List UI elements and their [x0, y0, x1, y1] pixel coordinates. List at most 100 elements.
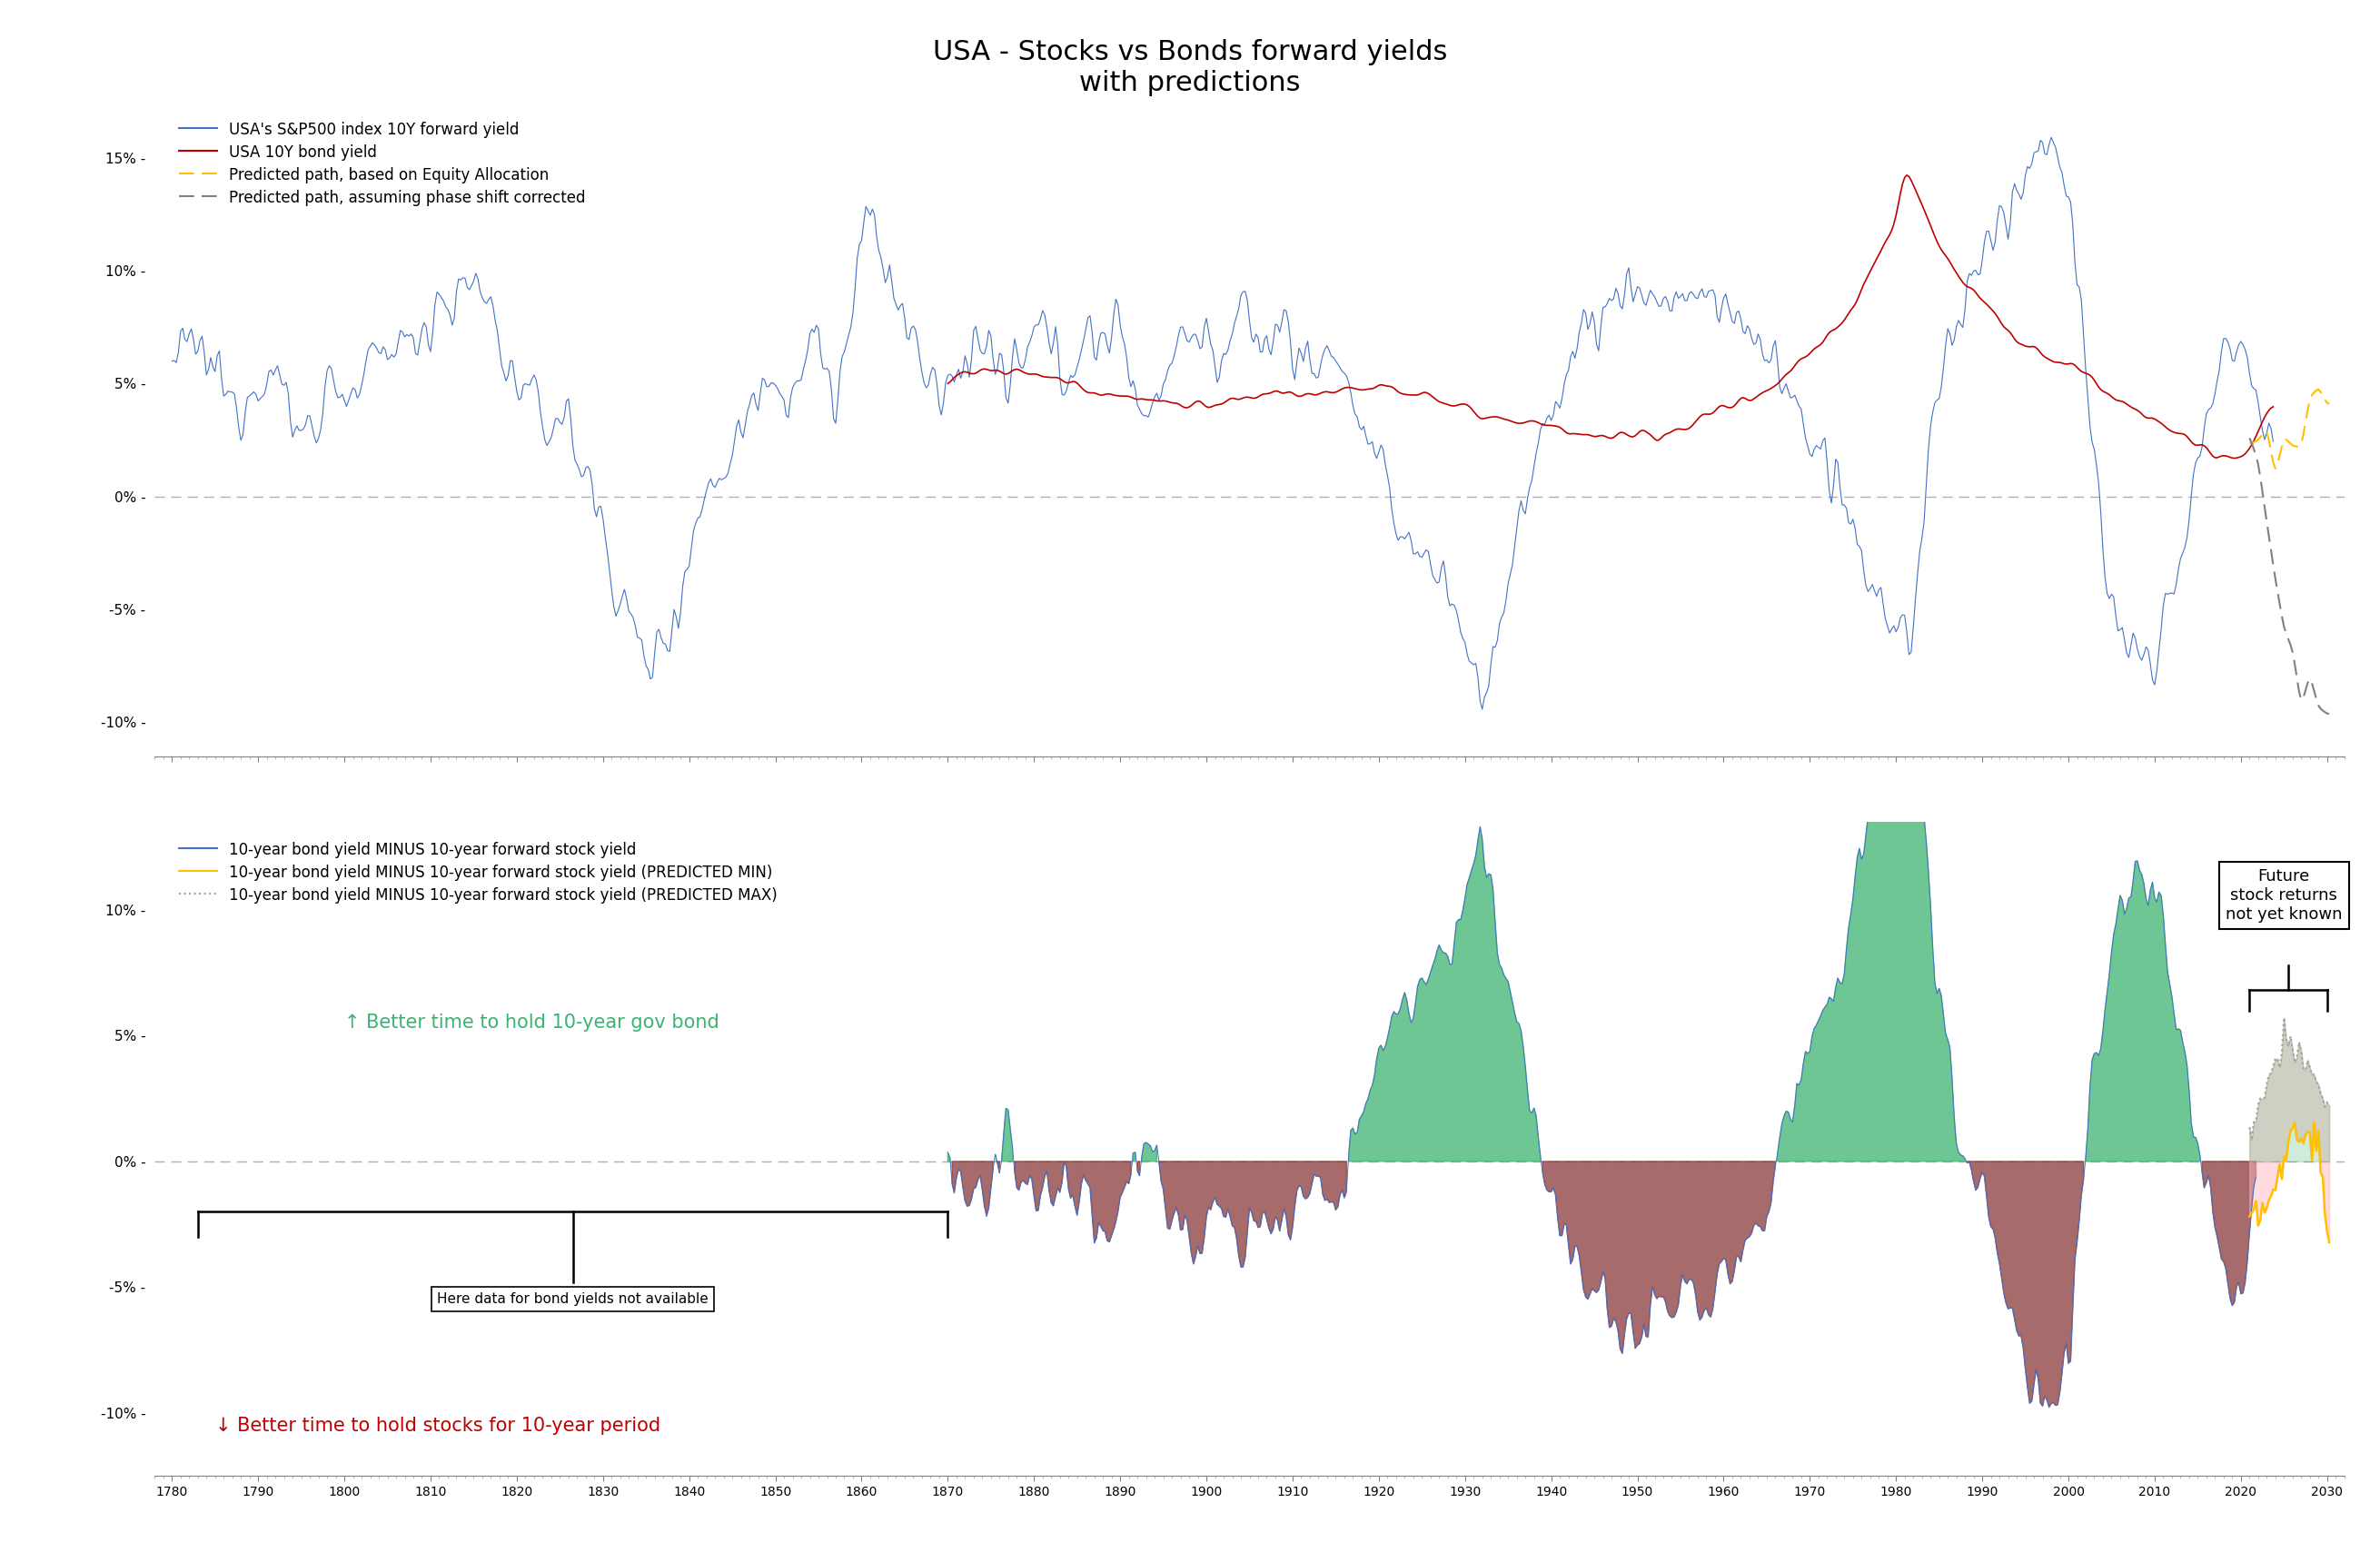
10-year bond yield MINUS 10-year forward stock yield — [1890, 645, 1918, 664]
10-year bond yield MINUS 10-year forward stock yield (PREDICTED MIN) — [2271, 1147, 2299, 1165]
10-year bond yield MINUS 10-year forward stock yield (PREDICTED MAX) — [2256, 1064, 2285, 1082]
USA 10Y bond yield — [2090, 381, 2118, 400]
USA's S&P500 index 10Y forward yield — [2259, 433, 2287, 451]
Predicted path, based on Equity Allocation — [2287, 434, 2316, 453]
Predicted path, assuming phase shift corrected — [2304, 697, 2332, 715]
10-year bond yield MINUS 10-year forward stock yield — [2035, 1398, 2063, 1417]
Predicted path, based on Equity Allocation — [2263, 455, 2292, 473]
Predicted path, based on Equity Allocation — [2297, 386, 2325, 405]
USA 10Y bond yield — [1328, 380, 1357, 398]
Predicted path, based on Equity Allocation — [2247, 428, 2275, 447]
USA's S&P500 index 10Y forward yield — [2037, 128, 2066, 147]
10-year bond yield MINUS 10-year forward stock yield (PREDICTED MIN) — [2306, 1164, 2335, 1182]
Line: 10-year bond yield MINUS 10-year forward stock yield: 10-year bond yield MINUS 10-year forward… — [947, 654, 2256, 1407]
10-year bond yield MINUS 10-year forward stock yield (PREDICTED MIN) — [2235, 1207, 2263, 1226]
Predicted path, based on Equity Allocation — [2273, 430, 2301, 448]
10-year bond yield MINUS 10-year forward stock yield (PREDICTED MAX) — [2235, 1118, 2263, 1137]
Predicted path, based on Equity Allocation — [2280, 437, 2309, 456]
USA 10Y bond yield — [2125, 403, 2154, 422]
10-year bond yield MINUS 10-year forward stock yield (PREDICTED MIN) — [2242, 1192, 2271, 1211]
Predicted path, assuming phase shift corrected — [2259, 555, 2287, 573]
Predicted path, based on Equity Allocation — [2261, 459, 2290, 478]
Predicted path, assuming phase shift corrected — [2294, 673, 2323, 692]
10-year bond yield MINUS 10-year forward stock yield (PREDICTED MAX) — [2311, 1098, 2340, 1117]
10-year bond yield MINUS 10-year forward stock yield (PREDICTED MIN) — [2237, 1204, 2266, 1223]
Predicted path, assuming phase shift corrected — [2285, 683, 2313, 701]
10-year bond yield MINUS 10-year forward stock yield (PREDICTED MAX) — [2249, 1090, 2278, 1109]
Predicted path, based on Equity Allocation — [2301, 381, 2330, 400]
10-year bond yield MINUS 10-year forward stock yield (PREDICTED MIN) — [2282, 1131, 2311, 1150]
Line: USA 10Y bond yield: USA 10Y bond yield — [947, 175, 2273, 458]
10-year bond yield MINUS 10-year forward stock yield (PREDICTED MIN) — [2280, 1114, 2309, 1132]
Text: USA - Stocks vs Bonds forward yields
with predictions: USA - Stocks vs Bonds forward yields wit… — [933, 39, 1447, 95]
10-year bond yield MINUS 10-year forward stock yield (PREDICTED MIN) — [2251, 1198, 2280, 1217]
Predicted path, based on Equity Allocation — [2306, 383, 2335, 401]
Predicted path, assuming phase shift corrected — [2251, 512, 2280, 531]
10-year bond yield MINUS 10-year forward stock yield (PREDICTED MIN) — [2313, 1221, 2342, 1240]
Predicted path, assuming phase shift corrected — [2256, 540, 2285, 559]
Predicted path, based on Equity Allocation — [2237, 434, 2266, 453]
10-year bond yield MINUS 10-year forward stock yield (PREDICTED MAX) — [2282, 1048, 2311, 1067]
Predicted path, based on Equity Allocation — [2244, 431, 2273, 450]
Predicted path, assuming phase shift corrected — [2316, 704, 2344, 723]
10-year bond yield MINUS 10-year forward stock yield (PREDICTED MIN) — [2261, 1181, 2290, 1200]
10-year bond yield MINUS 10-year forward stock yield (PREDICTED MIN) — [2290, 1134, 2318, 1153]
Predicted path, based on Equity Allocation — [2299, 383, 2328, 401]
Predicted path, assuming phase shift corrected — [2292, 681, 2320, 700]
Predicted path, assuming phase shift corrected — [2263, 583, 2292, 601]
10-year bond yield MINUS 10-year forward stock yield — [2147, 886, 2175, 904]
Predicted path, assuming phase shift corrected — [2235, 428, 2263, 447]
USA's S&P500 index 10Y forward yield — [157, 351, 186, 370]
Predicted path, based on Equity Allocation — [2254, 431, 2282, 450]
10-year bond yield MINUS 10-year forward stock yield (PREDICTED MIN) — [2292, 1125, 2320, 1143]
Predicted path, assuming phase shift corrected — [2268, 606, 2297, 625]
10-year bond yield MINUS 10-year forward stock yield — [2006, 1326, 2035, 1345]
10-year bond yield MINUS 10-year forward stock yield (PREDICTED MAX) — [2306, 1084, 2335, 1103]
10-year bond yield MINUS 10-year forward stock yield (PREDICTED MIN) — [2249, 1193, 2278, 1212]
10-year bond yield MINUS 10-year forward stock yield (PREDICTED MIN) — [2278, 1118, 2306, 1137]
10-year bond yield MINUS 10-year forward stock yield (PREDICTED MAX) — [2297, 1057, 2325, 1076]
10-year bond yield MINUS 10-year forward stock yield (PREDICTED MIN) — [2266, 1154, 2294, 1173]
Predicted path, based on Equity Allocation — [2266, 447, 2294, 465]
Predicted path, based on Equity Allocation — [2249, 422, 2278, 440]
Predicted path, based on Equity Allocation — [2235, 434, 2263, 453]
USA 10Y bond yield — [1892, 166, 1921, 184]
Text: ↓ Better time to hold stocks for 10-year period: ↓ Better time to hold stocks for 10-year… — [214, 1417, 659, 1435]
10-year bond yield MINUS 10-year forward stock yield (PREDICTED MAX) — [2273, 1037, 2301, 1056]
10-year bond yield MINUS 10-year forward stock yield (PREDICTED MIN) — [2259, 1179, 2287, 1198]
USA 10Y bond yield — [2259, 397, 2287, 415]
Predicted path, based on Equity Allocation — [2316, 395, 2344, 414]
Predicted path, based on Equity Allocation — [2304, 380, 2332, 398]
10-year bond yield MINUS 10-year forward stock yield (PREDICTED MIN) — [2304, 1122, 2332, 1140]
10-year bond yield MINUS 10-year forward stock yield (PREDICTED MIN) — [2268, 1170, 2297, 1189]
Predicted path, assuming phase shift corrected — [2261, 569, 2290, 587]
Predicted path, assuming phase shift corrected — [2306, 700, 2335, 719]
10-year bond yield MINUS 10-year forward stock yield (PREDICTED MAX) — [2287, 1042, 2316, 1061]
Predicted path, based on Equity Allocation — [2292, 412, 2320, 431]
Predicted path, assuming phase shift corrected — [2290, 689, 2318, 708]
10-year bond yield MINUS 10-year forward stock yield (PREDICTED MAX) — [2259, 1056, 2287, 1075]
Text: ↑ Better time to hold 10-year gov bond: ↑ Better time to hold 10-year gov bond — [345, 1014, 719, 1032]
Predicted path, assuming phase shift corrected — [2273, 625, 2301, 644]
USA 10Y bond yield — [1925, 236, 1954, 255]
Predicted path, based on Equity Allocation — [2259, 453, 2287, 472]
10-year bond yield MINUS 10-year forward stock yield (PREDICTED MAX) — [2292, 1061, 2320, 1079]
10-year bond yield MINUS 10-year forward stock yield (PREDICTED MAX) — [2299, 1065, 2328, 1084]
Predicted path, based on Equity Allocation — [2273, 433, 2301, 451]
Predicted path, assuming phase shift corrected — [2313, 704, 2342, 723]
10-year bond yield MINUS 10-year forward stock yield (PREDICTED MAX) — [2242, 1111, 2271, 1129]
Predicted path, assuming phase shift corrected — [2249, 483, 2278, 501]
10-year bond yield MINUS 10-year forward stock yield (PREDICTED MAX) — [2266, 1057, 2294, 1076]
Line: Predicted path, based on Equity Allocation: Predicted path, based on Equity Allocati… — [2249, 389, 2330, 469]
10-year bond yield MINUS 10-year forward stock yield — [1223, 1246, 1252, 1265]
Predicted path, assuming phase shift corrected — [2240, 439, 2268, 458]
Line: Predicted path, assuming phase shift corrected: Predicted path, assuming phase shift cor… — [2249, 437, 2330, 714]
Predicted path, based on Equity Allocation — [2285, 437, 2313, 456]
10-year bond yield MINUS 10-year forward stock yield (PREDICTED MIN) — [2297, 1151, 2325, 1170]
USA's S&P500 index 10Y forward yield — [1795, 445, 1823, 464]
10-year bond yield MINUS 10-year forward stock yield (PREDICTED MAX) — [2271, 1007, 2299, 1026]
10-year bond yield MINUS 10-year forward stock yield (PREDICTED MIN) — [2301, 1142, 2330, 1161]
10-year bond yield MINUS 10-year forward stock yield (PREDICTED MIN) — [2311, 1206, 2340, 1225]
10-year bond yield MINUS 10-year forward stock yield (PREDICTED MAX) — [2244, 1095, 2273, 1114]
Predicted path, based on Equity Allocation — [2275, 434, 2304, 453]
